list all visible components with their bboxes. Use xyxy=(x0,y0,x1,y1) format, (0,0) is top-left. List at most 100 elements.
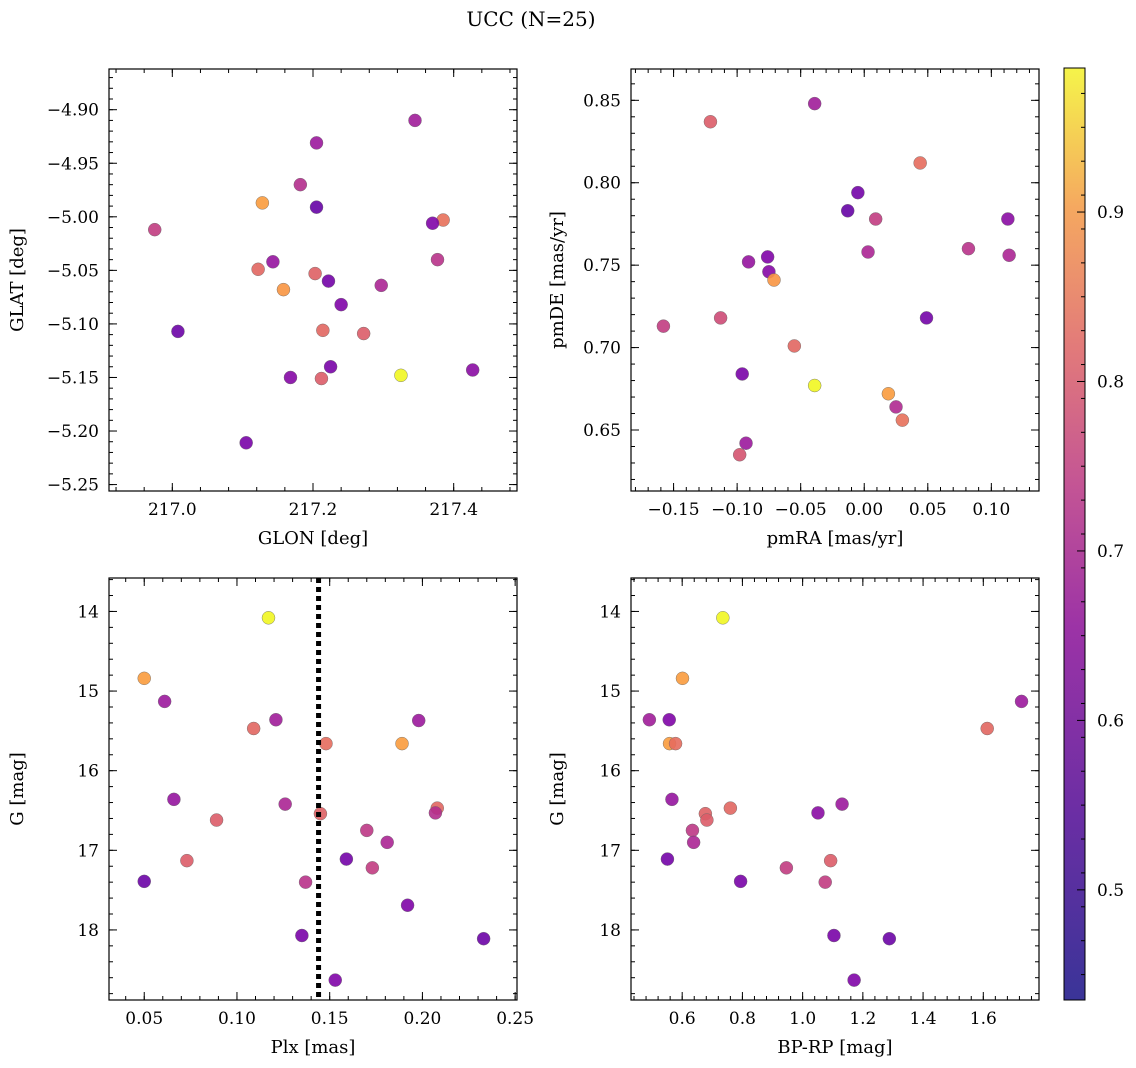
y-tick-label: 18 xyxy=(77,921,99,941)
y-tick-label: 0.80 xyxy=(583,174,621,194)
data-point xyxy=(465,363,480,377)
data-point xyxy=(686,835,701,850)
data-point xyxy=(261,611,276,625)
data-point xyxy=(735,367,749,381)
data-point xyxy=(339,852,354,866)
y-tick-label: −4.95 xyxy=(47,154,99,174)
data-point xyxy=(295,928,309,943)
axes-frame xyxy=(108,577,518,1001)
data-point xyxy=(713,311,728,325)
x-tick-label: 0.00 xyxy=(845,500,883,520)
data-point xyxy=(733,874,748,889)
data-point xyxy=(760,250,775,264)
data-point xyxy=(662,713,676,727)
data-point xyxy=(428,806,443,820)
data-point xyxy=(380,835,394,850)
points xyxy=(148,113,480,450)
data-point xyxy=(660,852,675,866)
y-tick-label: 0.65 xyxy=(583,421,621,441)
x-tick-label: 0.20 xyxy=(403,1009,441,1029)
data-point xyxy=(137,874,151,889)
y-tick-label: −5.20 xyxy=(47,422,99,442)
y-tick-label: −5.15 xyxy=(47,368,99,388)
data-point xyxy=(847,973,861,987)
data-point xyxy=(323,360,338,374)
colorbar-tick-label: 0.7 xyxy=(1097,542,1124,562)
panel-3: 0.05 0.10 0.15 0.20 0.25 14 15 16 17 18 Plx [mas] G… xyxy=(7,577,534,1058)
data-point xyxy=(668,736,683,751)
data-point xyxy=(255,196,270,210)
data-point xyxy=(739,436,753,450)
data-point xyxy=(703,115,718,129)
axes-frame xyxy=(630,577,1040,1001)
x-tick-label: −0.15 xyxy=(648,500,700,520)
points xyxy=(642,611,1029,987)
data-point xyxy=(276,282,291,297)
data-point xyxy=(251,262,265,276)
x-tick-label: 0.10 xyxy=(218,1009,256,1029)
y-tick-label: 18 xyxy=(599,921,621,941)
data-point xyxy=(835,797,849,811)
data-point xyxy=(395,736,409,751)
data-point xyxy=(328,973,342,987)
y-tick-label: 14 xyxy=(599,602,621,622)
data-point xyxy=(137,671,151,686)
x-tick-label: 0.10 xyxy=(972,500,1010,520)
panel-4: 0.6 0.8 1.0 1.2 1.4 1.6 14 15 16 17 18 BP-RP [mag] G… xyxy=(547,577,1040,1058)
data-point xyxy=(807,96,822,111)
y-axis-label: G [mag] xyxy=(547,752,568,825)
y-tick-label: 0.70 xyxy=(583,339,621,359)
y-tick-label: −4.90 xyxy=(47,101,99,121)
data-point xyxy=(308,266,322,281)
x-tick-label: −0.05 xyxy=(775,500,827,520)
x-tick-label: 1.0 xyxy=(789,1009,816,1029)
data-point xyxy=(851,185,865,200)
y-tick-label: 14 xyxy=(77,602,99,622)
data-point xyxy=(425,216,440,230)
data-point xyxy=(675,671,690,686)
data-point xyxy=(811,806,825,820)
colorbar-tick-label: 0.9 xyxy=(1097,203,1124,223)
y-tick-label: −5.10 xyxy=(47,315,99,335)
data-point xyxy=(209,813,224,827)
data-point xyxy=(157,694,172,709)
y-tick-label: −5.05 xyxy=(47,261,99,281)
data-point xyxy=(716,611,730,625)
data-point xyxy=(919,311,934,325)
data-point xyxy=(732,448,747,462)
data-point xyxy=(309,136,324,150)
y-axis-label: pmDE [mas/yr] xyxy=(547,211,568,349)
data-point xyxy=(412,713,426,728)
data-point xyxy=(685,823,700,838)
data-point xyxy=(881,387,896,401)
data-point xyxy=(430,252,445,267)
y-axis-label: GLAT [deg] xyxy=(7,228,28,332)
data-point xyxy=(700,813,714,827)
y-tick-label: 15 xyxy=(599,682,621,702)
x-tick-label: 1.6 xyxy=(970,1009,997,1029)
data-point xyxy=(741,255,756,269)
data-point xyxy=(1002,248,1016,262)
data-point xyxy=(239,436,253,450)
data-point xyxy=(476,931,491,946)
data-point xyxy=(895,413,910,427)
data-point xyxy=(787,339,802,353)
data-point xyxy=(365,861,380,875)
y-tick-label: 16 xyxy=(599,762,621,782)
data-point xyxy=(316,323,330,338)
data-point xyxy=(408,113,422,128)
data-point xyxy=(818,875,832,889)
x-tick-label: 0.25 xyxy=(496,1009,534,1029)
data-point xyxy=(665,792,679,807)
data-point xyxy=(980,721,994,736)
data-point xyxy=(293,177,308,192)
data-point xyxy=(656,319,671,333)
data-point xyxy=(841,204,855,218)
data-point xyxy=(278,797,292,811)
figure-title: UCC (N=25) xyxy=(466,7,595,31)
data-point xyxy=(283,370,298,385)
data-point xyxy=(961,241,976,256)
data-point xyxy=(779,861,794,875)
colorbar-tick-label: 0.6 xyxy=(1097,711,1124,731)
